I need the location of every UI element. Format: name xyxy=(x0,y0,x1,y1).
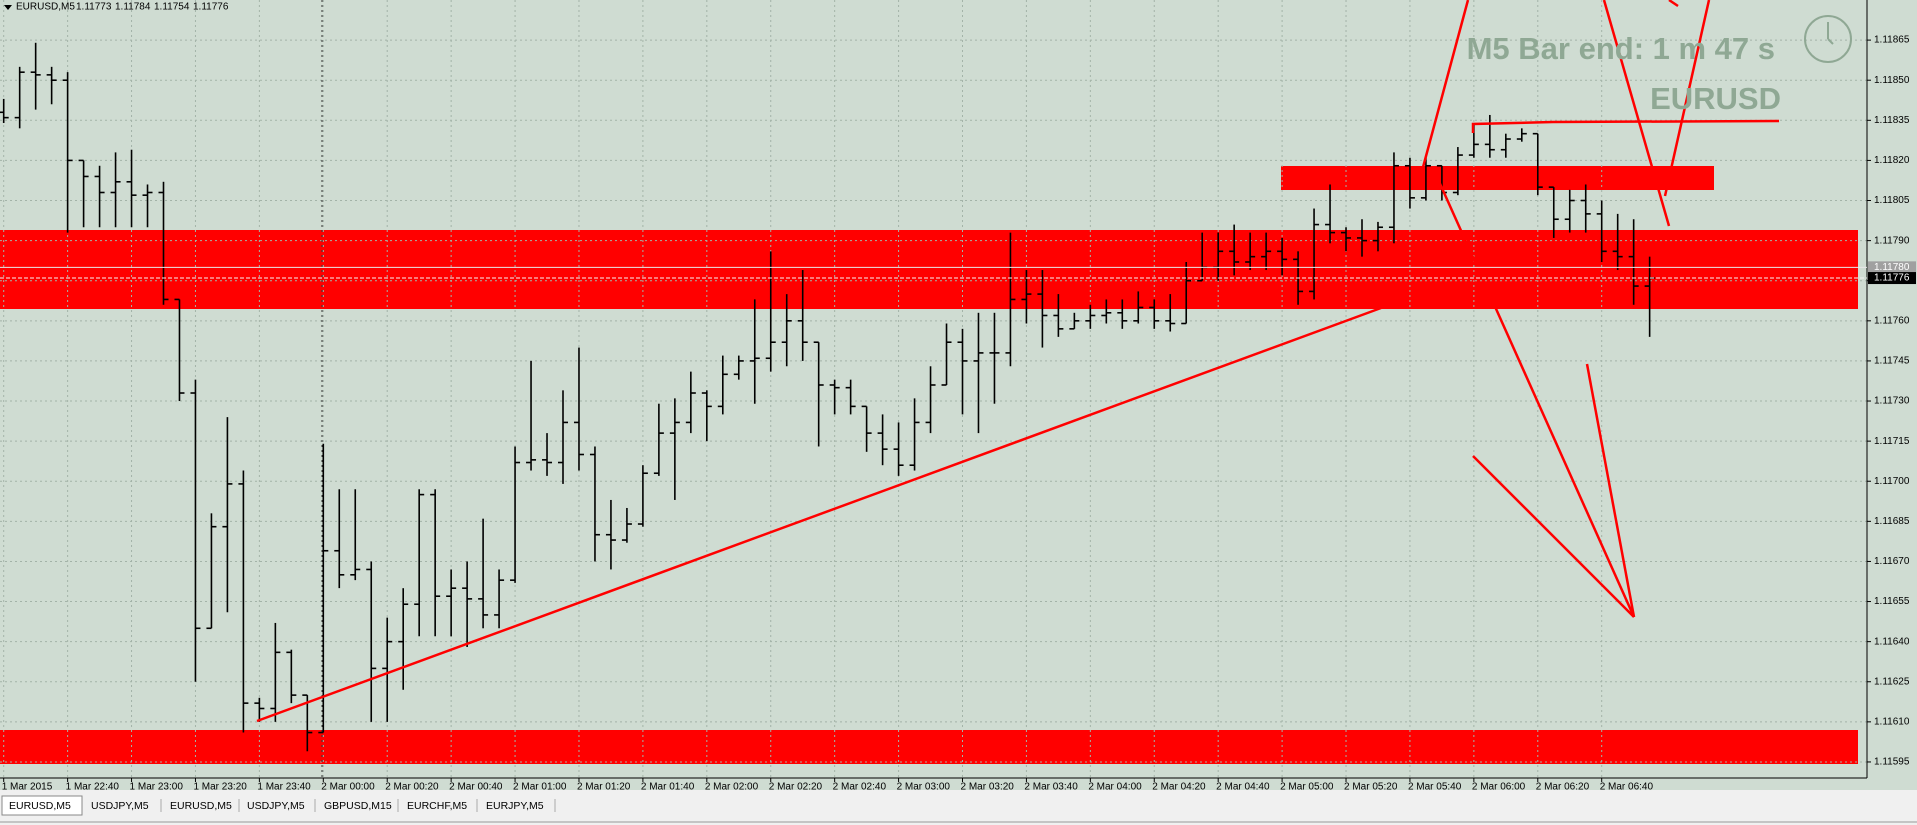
trend-lines xyxy=(256,0,1780,723)
support-zone xyxy=(0,730,1858,764)
x-tick-label: 2 Mar 01:20 xyxy=(577,782,631,793)
bid-label: 1.11776 xyxy=(1874,273,1910,284)
tab-box[interactable] xyxy=(400,796,477,815)
tab-label[interactable]: EURUSD,M5 xyxy=(170,800,232,812)
tab-label[interactable]: GBPUSD,M15 xyxy=(324,800,392,812)
tab[interactable]: EURUSD,M5 xyxy=(1,795,83,816)
x-tick-label: 1 Mar 22:40 xyxy=(66,782,120,793)
x-tick-label: 2 Mar 00:00 xyxy=(321,782,375,793)
trend-line xyxy=(1663,0,1711,197)
header-high: 1.11784 xyxy=(115,2,151,13)
x-tick-label: 2 Mar 05:20 xyxy=(1344,782,1398,793)
grid xyxy=(0,0,1867,778)
tab-label[interactable]: EURCHF,M5 xyxy=(407,800,467,812)
tab-label[interactable]: EURJPY,M5 xyxy=(486,800,544,812)
menu-arrow[interactable] xyxy=(4,5,12,10)
tab-label[interactable]: USDJPY,M5 xyxy=(91,800,149,812)
trend-line xyxy=(256,306,1382,723)
trend-line xyxy=(1585,363,1636,618)
trend-line xyxy=(1602,0,1671,227)
x-tick-label: 1 Mar 23:00 xyxy=(130,782,184,793)
clock-icon xyxy=(1804,15,1852,63)
zones xyxy=(0,166,1858,764)
tab[interactable]: GBPUSD,M15 xyxy=(317,796,399,815)
x-tick-label: 2 Mar 00:20 xyxy=(385,782,439,793)
x-tick-label: 2 Mar 03:20 xyxy=(961,782,1015,793)
x-tick-label: 2 Mar 06:40 xyxy=(1600,782,1654,793)
tabs: EURUSD,M5 USDJPY,M5 EURUSD,M5 USDJPY,M5 GBPU… xyxy=(1,795,556,816)
x-tick-label: 2 Mar 01:00 xyxy=(513,782,567,793)
y-tick-label: 1.11700 xyxy=(1874,476,1910,487)
x-tick-label: 2 Mar 02:40 xyxy=(833,782,887,793)
trend-line xyxy=(1420,0,1470,172)
x-tick-label: 2 Mar 06:20 xyxy=(1536,782,1590,793)
axes: 1.11865 1.11850 1.11835 1.11820 1.11805 1.117… xyxy=(0,0,1916,793)
y-tick-label: 1.11640 xyxy=(1874,636,1910,647)
y-tick-label: 1.11865 xyxy=(1874,35,1910,46)
tab-label[interactable]: EURUSD,M5 xyxy=(9,800,71,812)
x-tick-label: 2 Mar 00:40 xyxy=(449,782,503,793)
trend-line xyxy=(1471,119,1780,133)
tab[interactable]: EURJPY,M5 xyxy=(479,796,556,815)
tab[interactable]: EURUSD,M5 xyxy=(163,796,240,815)
y-tick-label: 1.11820 xyxy=(1874,155,1910,166)
tab-box[interactable] xyxy=(317,796,398,815)
header-symbol: EURUSD,M5 xyxy=(16,2,75,13)
y-tick-label: 1.11745 xyxy=(1874,356,1910,367)
tab-box[interactable] xyxy=(479,796,555,815)
y-tick-label: 1.11655 xyxy=(1874,596,1910,607)
tab[interactable]: EURCHF,M5 xyxy=(400,796,478,815)
y-tick-label: 1.11715 xyxy=(1874,436,1910,447)
y-tick-label: 1.11595 xyxy=(1874,757,1910,768)
x-tick-label: 2 Mar 04:40 xyxy=(1216,782,1270,793)
overlay-symbol: EURUSD xyxy=(1650,81,1781,116)
y-tick-label: 1.11610 xyxy=(1874,716,1910,727)
x-tick-label: 2 Mar 05:00 xyxy=(1280,782,1334,793)
y-tick-label: 1.11670 xyxy=(1874,556,1910,567)
y-tick-label: 1.11835 xyxy=(1874,115,1910,126)
tab-box[interactable] xyxy=(163,796,239,815)
tab[interactable]: USDJPY,M5 xyxy=(240,796,316,815)
header-close: 1.11776 xyxy=(193,2,229,13)
tab[interactable]: USDJPY,M5 xyxy=(84,796,162,815)
chart-background xyxy=(0,0,1917,790)
x-tick-label: 2 Mar 04:20 xyxy=(1152,782,1206,793)
tab-box[interactable] xyxy=(84,796,161,815)
upper-zone xyxy=(1281,166,1714,190)
trend-line xyxy=(1472,455,1635,618)
header: EURUSD,M5 1.11773 1.11784 1.11754 1.11776 xyxy=(4,2,229,13)
header-low: 1.11754 xyxy=(154,2,190,13)
trend-line xyxy=(1668,0,1679,8)
bid-label-box xyxy=(1868,272,1916,285)
y-tick-label: 1.11730 xyxy=(1874,396,1910,407)
tab-label[interactable]: USDJPY,M5 xyxy=(247,800,305,812)
x-tick-label: 1 Mar 2015 xyxy=(2,782,53,793)
y-tick-label: 1.11850 xyxy=(1874,75,1910,86)
x-tick-label: 2 Mar 05:40 xyxy=(1408,782,1462,793)
y-tick-label: 1.11760 xyxy=(1874,315,1910,326)
y-tick-label: 1.11625 xyxy=(1874,676,1910,687)
x-tick-label: 2 Mar 02:00 xyxy=(705,782,759,793)
x-tick-label: 1 Mar 23:20 xyxy=(193,782,247,793)
x-tick-label: 2 Mar 02:20 xyxy=(769,782,823,793)
resistance-zone xyxy=(0,230,1858,309)
header-open: 1.11773 xyxy=(76,2,112,13)
x-tick-label: 2 Mar 03:00 xyxy=(897,782,951,793)
x-tick-label: 1 Mar 23:40 xyxy=(257,782,311,793)
trend-line xyxy=(1435,176,1636,618)
ask-label-box xyxy=(1868,261,1916,273)
y-tick-label: 1.11685 xyxy=(1874,516,1910,527)
y-tick-label: 1.11790 xyxy=(1874,235,1910,246)
x-tick-label: 2 Mar 04:00 xyxy=(1088,782,1142,793)
x-tick-label: 2 Mar 03:40 xyxy=(1024,782,1078,793)
ask-label: 1.11780 xyxy=(1874,262,1910,273)
y-tick-label: 1.11805 xyxy=(1874,195,1910,206)
tab-box[interactable] xyxy=(240,796,315,815)
bar-timer: M5 Bar end: 1 m 47 s xyxy=(1467,31,1775,66)
x-tick-label: 2 Mar 06:00 xyxy=(1472,782,1526,793)
tab-box[interactable] xyxy=(1,795,83,816)
x-tick-label: 2 Mar 01:40 xyxy=(641,782,695,793)
